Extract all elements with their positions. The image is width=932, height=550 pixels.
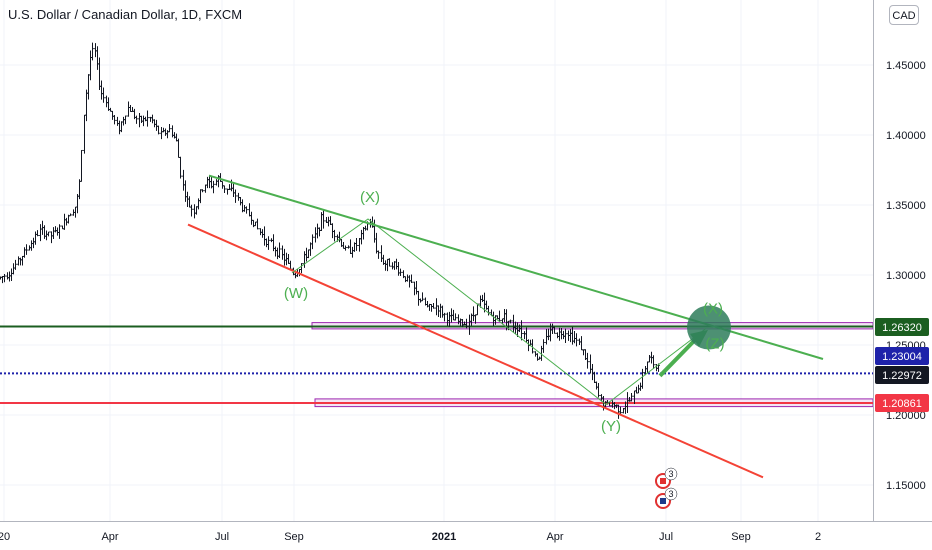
y-tick-label: 1.35000 <box>886 200 926 212</box>
wave-label: (X) <box>360 189 380 206</box>
target-circle <box>687 305 731 350</box>
flag-detail-icon <box>660 478 666 484</box>
y-tick-label: 1.30000 <box>886 270 926 282</box>
price-label: 1.22972 <box>882 370 922 382</box>
price-label-bg <box>875 318 929 336</box>
red-trendline <box>187 223 764 479</box>
event-count-label: 3 <box>668 469 673 479</box>
price-label: 1.20861 <box>882 398 922 410</box>
chart-title: U.S. Dollar / Canadian Dollar, 1D, FXCM <box>8 7 243 22</box>
price-label: 1.23004 <box>882 351 922 363</box>
y-tick-label: 1.40000 <box>886 130 926 142</box>
wave-labels: (X) (W) (Y) (X) (Z) <box>284 189 725 435</box>
x-tick-label: Sep <box>731 531 751 543</box>
x-tick-label: Jul <box>215 531 229 543</box>
drawings <box>187 174 824 479</box>
price-label-bg <box>875 347 929 365</box>
wave-path <box>291 218 707 406</box>
price-label: 1.26320 <box>882 322 922 334</box>
x-tick-label: Sep <box>284 531 304 543</box>
wave-label: (W) <box>284 285 308 302</box>
x-tick-label: Jul <box>659 531 673 543</box>
x-tick-label: 2 <box>815 531 821 543</box>
grid <box>0 0 873 521</box>
event-badges: 33 <box>655 467 678 509</box>
price-label-bg <box>875 366 929 384</box>
y-tick-label: 1.20000 <box>886 410 926 422</box>
price-label-bg <box>875 393 929 412</box>
event-count-badge <box>664 467 678 481</box>
wave-label: (X) <box>703 301 723 318</box>
wave-label: (Z) <box>705 336 724 353</box>
y-tick-label: 1.45000 <box>886 60 926 72</box>
y-tick-label: 1.15000 <box>886 480 926 492</box>
flag-detail-icon <box>660 498 666 504</box>
x-tick-label: Apr <box>101 531 118 543</box>
currency-button[interactable]: CAD <box>889 5 919 25</box>
x-tick-label: Apr <box>546 531 563 543</box>
wave-label: (Y) <box>601 418 621 435</box>
event-count-badge <box>664 487 678 501</box>
event-count-label: 3 <box>668 489 673 499</box>
candles <box>0 42 660 419</box>
x-tick-label: 2021 <box>432 531 456 543</box>
target-arrow-shaft <box>658 335 700 378</box>
x-tick-label: 20 <box>0 531 10 543</box>
